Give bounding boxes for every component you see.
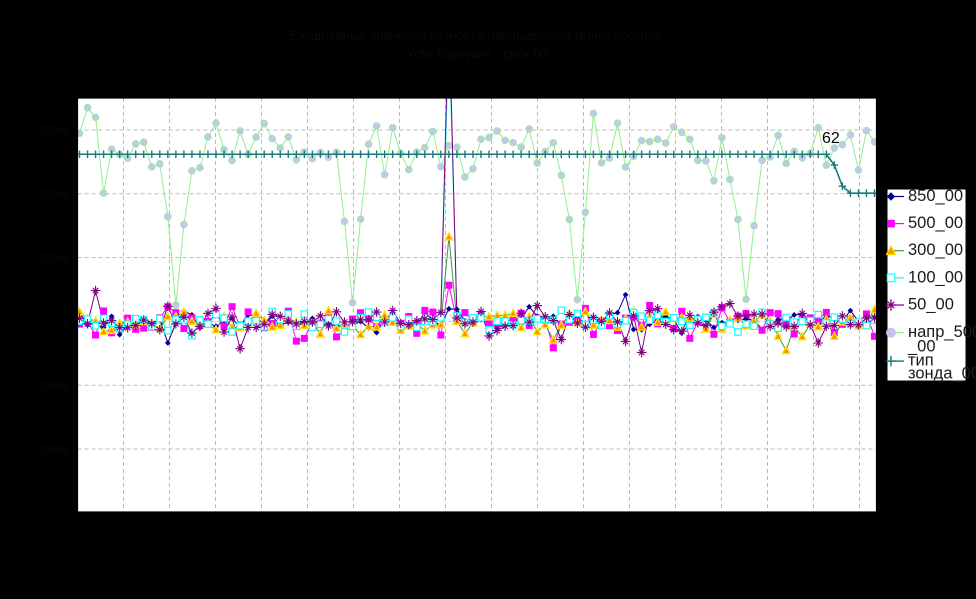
svg-text:50_00: 50_00: [908, 296, 954, 314]
svg-text:300_00: 300_00: [908, 241, 963, 259]
svg-text:-10000: -10000: [35, 380, 69, 392]
svg-text:зонда_00: зонда_00: [908, 364, 976, 382]
svg-text:-20000: -20000: [35, 444, 69, 456]
svg-text:850_00: 850_00: [908, 187, 963, 205]
svg-text:500_00: 500_00: [908, 214, 963, 232]
svg-text:Усть-Баргузин - срок 00: Усть-Баргузин - срок 00: [406, 46, 548, 61]
svg-text:20000: 20000: [39, 189, 70, 201]
svg-text:0: 0: [63, 316, 69, 328]
svg-text:30000: 30000: [39, 125, 70, 137]
svg-text:100_00: 100_00: [908, 268, 963, 286]
svg-text:62: 62: [822, 130, 840, 147]
svg-text:10000: 10000: [39, 253, 70, 265]
svg-text:Ежедневные значения разности н: Ежедневные значения разности наблюдением…: [289, 28, 664, 43]
